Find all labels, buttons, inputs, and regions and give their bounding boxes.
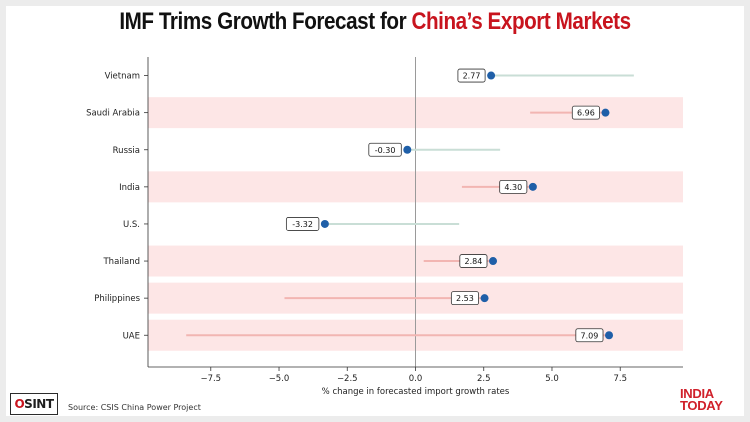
value-label-box [285, 217, 320, 231]
value-label-box [450, 291, 479, 306]
x-tick-label: 0.0 [409, 374, 423, 384]
value-label-box [459, 254, 488, 268]
value-label: 7.09 [581, 331, 599, 340]
x-tick-label: −5.0 [269, 374, 290, 384]
category-label: Vietnam [105, 72, 140, 82]
x-axis-label: % change in forecasted import growth rat… [322, 387, 510, 397]
category-label: Saudi Arabia [86, 109, 140, 119]
category-label: Philippines [94, 294, 140, 304]
x-tick-label: 2.5 [477, 374, 491, 384]
data-point [320, 219, 329, 228]
x-tick-label: −2.5 [337, 374, 358, 384]
value-label-box [571, 105, 600, 120]
osint-logo: OSINT [10, 393, 58, 415]
data-point [601, 108, 610, 117]
data-point [487, 71, 496, 80]
source-note: Source: CSIS China Power Project [68, 403, 201, 412]
value-label: 4.30 [504, 183, 522, 192]
value-label: 2.84 [465, 257, 483, 266]
value-label-box [499, 179, 528, 194]
value-label-box [575, 328, 604, 343]
value-label-box [368, 142, 402, 157]
x-tick-label: −7.5 [200, 374, 221, 384]
data-point [403, 145, 412, 154]
title-prefix: IMF Trims Growth Forecast for [119, 8, 412, 35]
value-label: 2.53 [456, 294, 474, 303]
category-label: UAE [123, 331, 140, 341]
value-label: 2.77 [463, 72, 481, 81]
data-point [480, 294, 489, 303]
category-label: India [119, 183, 140, 193]
value-label: 6.96 [577, 109, 595, 118]
data-point [528, 182, 537, 191]
category-label: Thailand [102, 257, 140, 267]
india-today-logo: INDIA TODAY [680, 386, 723, 413]
category-label: Russia [113, 146, 140, 156]
x-tick-label: 7.5 [613, 374, 627, 384]
x-tick-label: 5.0 [545, 374, 559, 384]
data-point [489, 257, 498, 266]
value-label-box [457, 68, 486, 83]
category-label: U.S. [123, 220, 140, 230]
title-highlight: China’s Export Markets [411, 8, 631, 35]
value-label: -0.30 [375, 146, 396, 155]
chart-title: IMF Trims Growth Forecast for China’s Ex… [53, 8, 698, 36]
value-label: -3.32 [292, 220, 313, 229]
data-point [605, 331, 614, 340]
